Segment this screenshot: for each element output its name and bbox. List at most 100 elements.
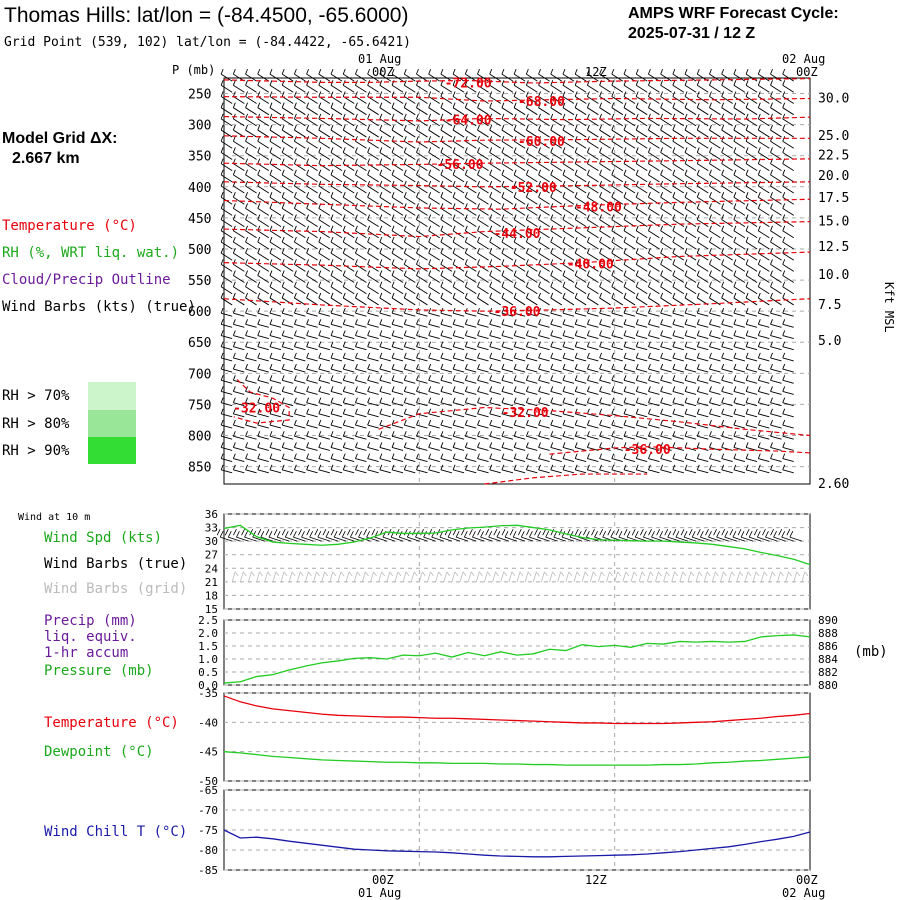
wind-barb: [403, 248, 416, 261]
wind-barb: [318, 281, 331, 295]
wind-barb: [318, 464, 330, 474]
wind-barb: [367, 363, 379, 373]
wind-barb: [269, 68, 282, 82]
wind-barb: [245, 363, 257, 373]
wind-barb: [635, 180, 648, 194]
wind-barb: [403, 270, 416, 283]
wind-barb: [452, 363, 465, 373]
wind-barb: [538, 330, 550, 339]
wind-barb: [232, 80, 245, 93]
wind-barb: [660, 158, 672, 172]
wind-barb: [770, 113, 782, 127]
wind-barb: [232, 281, 245, 295]
wind-barb: [745, 80, 758, 93]
wind-barb: [525, 180, 538, 194]
wind-barb: [330, 102, 343, 116]
wind-barb: [538, 180, 550, 194]
surface-grid-wind-barb: [728, 571, 735, 582]
wind-barb: [696, 307, 709, 317]
wind-barb: [257, 248, 270, 261]
surface-grid-wind-barb: [345, 571, 353, 582]
wind-barb: [440, 419, 453, 429]
wind-barb: [782, 419, 794, 429]
wind-barb: [733, 270, 746, 283]
wind-barb: [599, 442, 611, 451]
wind-barb: [330, 192, 343, 205]
wind-barb: [757, 169, 770, 183]
wind-barb: [452, 236, 465, 250]
wind-barb: [245, 158, 257, 172]
wind-barb: [391, 192, 404, 205]
wind-barb: [245, 464, 257, 474]
wind-barb: [733, 330, 746, 339]
wind-barb: [696, 330, 709, 339]
temperature-contour-label: -32.00: [502, 406, 549, 421]
wind-barb: [586, 408, 599, 418]
surface-grid-wind-barb: [288, 571, 296, 582]
wind-barb: [245, 80, 257, 93]
wind-barb: [293, 431, 306, 440]
wind-barb: [684, 319, 697, 328]
wind-barb: [403, 113, 416, 127]
pressure-tick-label: 700: [188, 367, 211, 382]
wind-barb: [330, 431, 343, 440]
wind-barb: [562, 453, 575, 463]
wind-barb: [623, 330, 636, 339]
surface-grid-wind-barb: [353, 571, 361, 582]
wind-barb: [379, 341, 391, 351]
wind-barb: [477, 259, 489, 272]
wind-barb: [757, 225, 770, 239]
wind-barb: [232, 341, 245, 351]
wind-barb: [709, 113, 721, 127]
wind-barb: [684, 203, 697, 216]
wind-barb: [538, 203, 550, 216]
wind-barb: [525, 113, 538, 127]
wind-barb: [379, 408, 391, 418]
wind-barb: [477, 375, 489, 384]
wind-barb: [440, 169, 453, 183]
wind-barb: [611, 102, 624, 116]
wind-barb: [489, 386, 501, 395]
wind-barb: [232, 307, 245, 317]
wind-barb: [489, 225, 501, 239]
wind-barb: [489, 352, 501, 362]
wind-barb: [391, 464, 404, 474]
surface-grid-wind-barb: [418, 571, 426, 582]
wind-barb: [342, 192, 355, 205]
wind-barb: [306, 352, 318, 362]
wind-barb: [660, 147, 672, 160]
wind-barb: [232, 248, 245, 261]
wind-barb: [782, 203, 794, 216]
wind-barb: [293, 292, 306, 306]
wind-barb: [550, 419, 562, 429]
wind-barb: [464, 363, 477, 373]
wind-barb: [586, 124, 599, 138]
wind-barb: [489, 270, 501, 283]
legend-precip-accum: 1-hr accum: [44, 645, 128, 661]
wind-barb: [379, 91, 392, 104]
wind-barb: [391, 80, 404, 93]
wind-barb: [391, 352, 404, 362]
wind-barb: [245, 307, 257, 317]
wind-barb: [220, 292, 233, 306]
legend-temperature: Temperature (°C): [2, 218, 137, 234]
surface-grid-wind-barb: [231, 571, 239, 582]
wind-barb: [635, 225, 648, 239]
surface-grid-wind-barb: [687, 571, 695, 582]
wind-barb: [525, 352, 538, 362]
wind-barb: [611, 397, 623, 407]
surface-wind-barb: [770, 528, 786, 542]
wind-barb: [342, 319, 355, 328]
wind-barb: [489, 464, 501, 474]
wind-barb: [232, 68, 245, 82]
wind-barb: [257, 408, 269, 418]
wind-barb: [562, 375, 575, 384]
wind-barb: [550, 203, 563, 216]
wind-barb: [281, 203, 294, 216]
wind-barb: [623, 431, 636, 440]
wind-barb: [330, 180, 343, 194]
wind-barb: [330, 341, 343, 351]
surface-grid-wind-barb: [313, 571, 320, 582]
wind-barb: [464, 408, 477, 418]
wind-barb: [709, 307, 721, 317]
